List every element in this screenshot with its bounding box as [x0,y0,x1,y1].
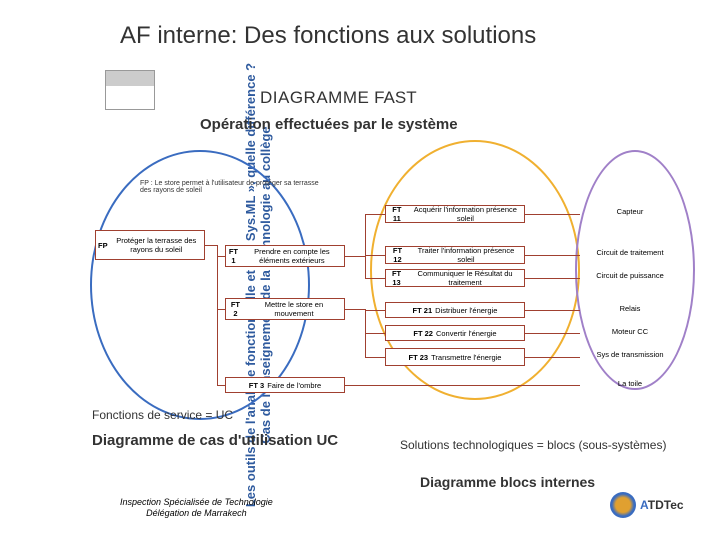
footer: Inspection Spécialisée de Technologie Dé… [120,497,273,520]
solution-capteur: Capteur [580,207,680,216]
fp-code: FP [98,241,108,250]
fp-header: FP : Le store permet à l'utilisateur de … [140,180,320,194]
logo-a: A [640,498,648,512]
connector [365,214,366,278]
fp-box: FP Protéger la terrasse des rayons du so… [95,230,205,260]
connector [525,310,580,311]
connector [365,357,385,358]
connector [365,214,385,215]
connector [217,245,218,385]
ft21-code: FT 21 [413,306,433,315]
ft12-box: FT 12Traiter l'information présence sole… [385,246,525,264]
connector [525,278,580,279]
ft13-box: FT 13Communiquer le Résultat du traiteme… [385,269,525,287]
logo: ATDTec [610,490,690,520]
connector [525,333,580,334]
ft13-code: FT 13 [388,269,405,287]
page-title: AF interne: Des fonctions aux solutions [120,22,536,50]
bloc-title: Diagramme blocs internes [420,474,595,490]
subtitle-rest: FAST [369,88,416,107]
solution-traitement: Circuit de traitement [580,248,680,257]
ft11-box: FT 11Acquérir l'information présence sol… [385,205,525,223]
fp-label: Protéger la terrasse des rayons du solei… [111,236,202,254]
uc-label: Fonctions de service = UC [92,408,233,422]
ft12-code: FT 12 [388,246,407,264]
connector [525,214,580,215]
logo-rest: TDTec [648,498,684,512]
connector [345,309,365,310]
ft12-label: Traiter l'information présence soleil [410,246,522,264]
connector [525,255,580,256]
connector [365,278,385,279]
solution-moteur: Moteur CC [580,327,680,336]
solution-puissance: Circuit de puissance [580,271,680,280]
ft13-label: Communiquer le Résultat du traitement [408,269,522,287]
ft11-code: FT 11 [388,205,406,223]
ft21-box: FT 21Distribuer l'énergie [385,302,525,318]
connector [365,333,385,334]
ft22-label: Convertir l'énergie [436,329,497,338]
ft2-code: FT 2 [228,300,243,318]
connector [217,385,225,386]
ft23-label: Transmettre l'énergie [431,353,501,362]
connector [345,256,365,257]
operation-label: Opération effectuées par le système [200,116,458,133]
connector [205,245,217,246]
ft3-box: FT 3Faire de l'ombre [225,377,345,393]
solution-toile: La toile [580,379,680,388]
solution-relais: Relais [580,304,680,313]
ft23-box: FT 23Transmettre l'énergie [385,348,525,366]
gear-icon [610,492,636,518]
ft2-label: Mettre le store en mouvement [246,300,342,318]
footer-line1: Inspection Spécialisée de Technologie [120,497,273,507]
fast-subtitle: DIAGRAMME FAST [260,88,417,108]
ft1-box: FT 1Prendre en compte les éléments extér… [225,245,345,267]
solution-transmission: Sys de transmission [580,350,680,359]
ft21-label: Distribuer l'énergie [435,306,497,315]
ft1-label: Prendre en compte les éléments extérieur… [242,247,342,265]
store-icon [105,70,155,110]
subtitle-caps: DIAGRAMME [260,88,369,107]
ft1-code: FT 1 [228,247,239,265]
ft22-code: FT 22 [413,329,433,338]
ft2-box: FT 2Mettre le store en mouvement [225,298,345,320]
ft23-code: FT 23 [409,353,429,362]
connector [217,309,225,310]
ft11-label: Acquérir l'information présence soleil [409,205,522,223]
footer-line2: Délégation de Marrakech [146,508,247,518]
connector [365,255,385,256]
logo-text: ATDTec [640,498,684,512]
connector [217,256,225,257]
ft3-code: FT 3 [249,381,264,390]
ft3-label: Faire de l'ombre [267,381,321,390]
connector [365,310,385,311]
connector [345,385,580,386]
solutions-label: Solutions technologiques = blocs (sous-s… [400,438,666,452]
uc-title: Diagramme de cas d'utilisation UC [92,432,338,449]
ft22-box: FT 22Convertir l'énergie [385,325,525,341]
connector [525,357,580,358]
